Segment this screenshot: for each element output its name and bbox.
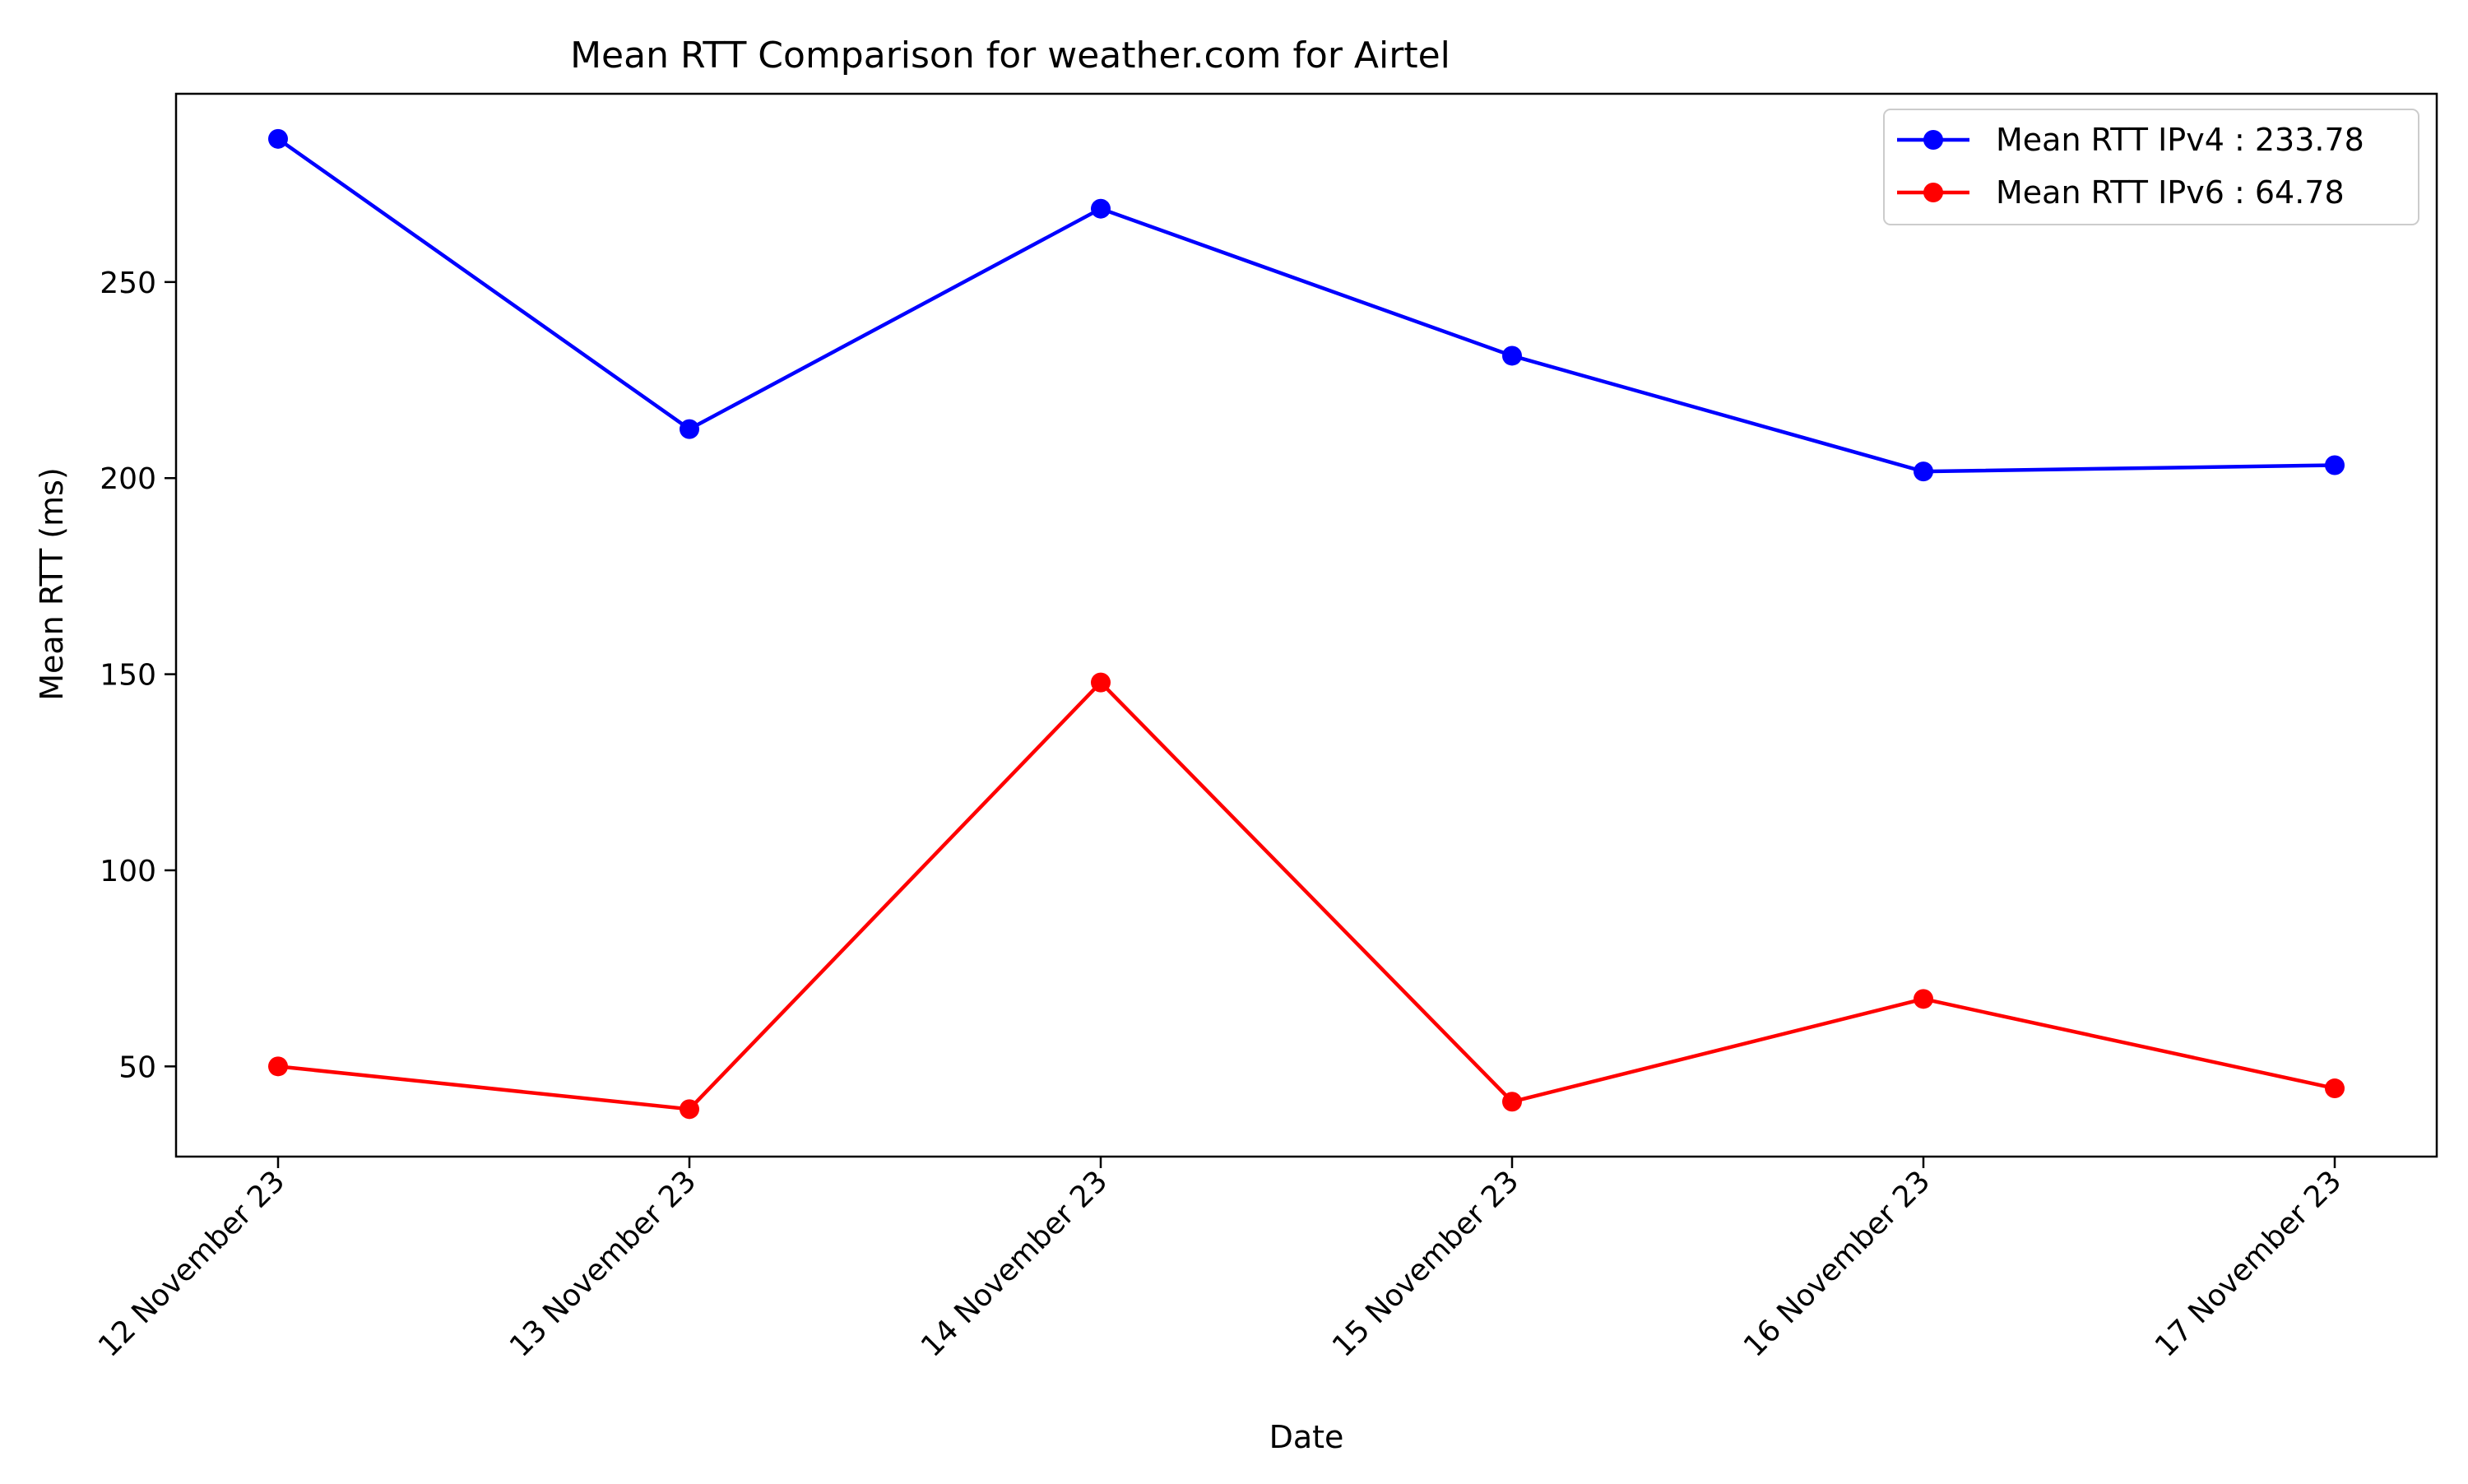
x-tick-label: 13 November 23 [503,1164,703,1363]
y-tick-label: 100 [100,855,156,888]
series-2-point [1091,672,1111,693]
x-axis-label: Date [1269,1419,1344,1455]
y-axis-label: Mean RTT (ms) [34,467,70,701]
series-layer [268,128,2345,1120]
y-tick-label: 150 [100,659,156,693]
x-tick-label: 17 November 23 [2149,1164,2348,1363]
series-2-point [268,1056,288,1077]
legend-swatch-marker [1923,130,1943,150]
y-tick-label: 200 [100,462,156,496]
series-2-point [2325,1078,2345,1099]
chart-title: Mean RTT Comparison for weather.com for … [570,35,1450,77]
series-2-point [1914,989,1933,1009]
x-tick-label: 14 November 23 [915,1164,1114,1363]
series-2-point [1502,1092,1522,1112]
x-tick-label: 16 November 23 [1737,1164,1937,1363]
x-tick-label: 12 November 23 [92,1164,291,1363]
series-1-point [680,419,699,439]
series-line-1 [276,137,2336,474]
plot-area-frame [174,92,2438,1158]
series-1-point [2325,455,2345,475]
legend-box [1883,109,2419,225]
series-line-2 [277,680,2336,1111]
axis-ticks: 50 100 150 200 250 12 November 23 13 November … [92,267,2348,1364]
legend-label: Mean RTT IPv4 : 233.78 [1996,122,2364,158]
series-1-point [1502,345,1522,366]
x-tick-label: 15 November 23 [1326,1164,1525,1363]
series-1-point [268,128,288,149]
legend-label: Mean RTT IPv6 : 64.78 [1996,174,2345,211]
series-2-point [680,1099,699,1120]
series-1-point [1914,461,1933,482]
y-tick-label: 250 [100,267,156,300]
legend-swatch-marker [1923,183,1943,202]
y-tick-label: 50 [118,1050,156,1084]
series-1-point [1091,198,1111,219]
legend: Mean RTT IPv4 : 233.78 Mean RTT IPv6 : 64… [1883,109,2419,225]
